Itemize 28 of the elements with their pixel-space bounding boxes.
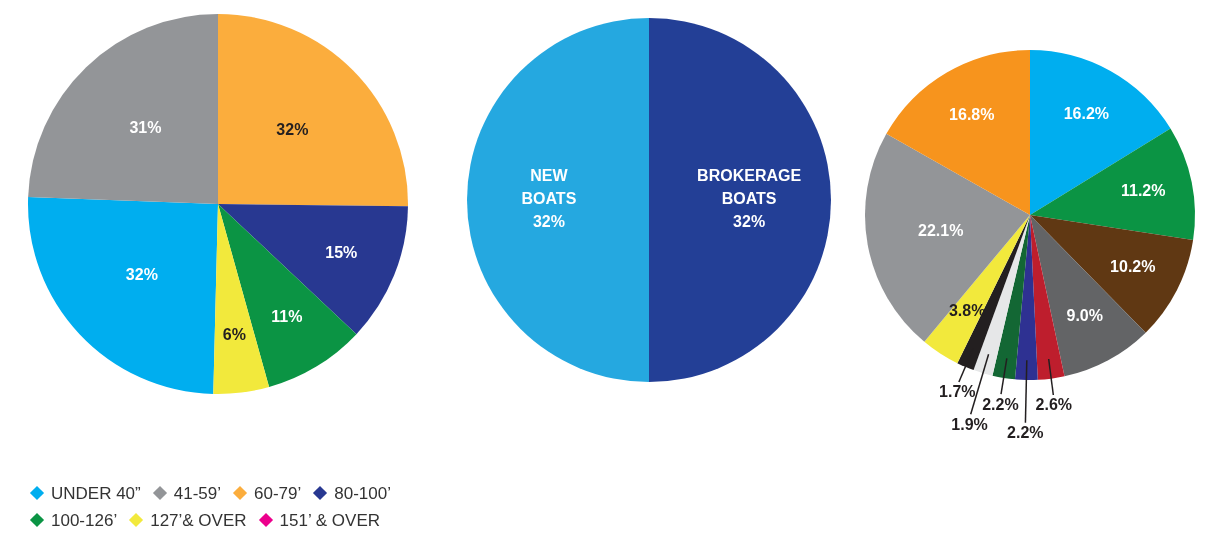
data-label: 32% — [733, 213, 766, 231]
legend-label: 100-126’ — [50, 510, 118, 532]
data-label: 1.9% — [951, 415, 988, 433]
legend-label: 60-79’ — [253, 483, 302, 505]
data-label: 2.6% — [1035, 396, 1073, 414]
data-label: 31% — [129, 119, 162, 137]
data-label: 16.2% — [1063, 104, 1110, 122]
data-label: 1.7% — [939, 383, 976, 401]
data-label: 32% — [532, 213, 565, 231]
legend-label: UNDER 40” — [50, 483, 141, 505]
slice-label: NEW BOATS — [521, 167, 577, 208]
data-label: 10.2% — [1110, 258, 1156, 276]
data-label: 11% — [271, 308, 303, 326]
data-label: 32% — [276, 120, 309, 138]
data-label: 15% — [325, 244, 358, 262]
legend-label: 127’& OVER — [149, 510, 247, 532]
data-label: 2.2% — [1007, 424, 1044, 442]
data-label: 32% — [125, 265, 158, 283]
legend-label: 41-59’ — [172, 483, 222, 505]
slice-label: BROKERAGE BOATS — [697, 167, 802, 208]
data-label: 22.1% — [918, 221, 964, 239]
data-label: 2.2% — [982, 395, 1019, 413]
legend-label: 151’ & OVER — [278, 510, 381, 532]
data-label: 11.2% — [1120, 182, 1166, 200]
data-label: 9.0% — [1066, 307, 1103, 325]
data-label: 16.8% — [949, 105, 995, 123]
data-label: 6% — [222, 326, 246, 344]
legend-label: 80-100’ — [333, 483, 391, 505]
